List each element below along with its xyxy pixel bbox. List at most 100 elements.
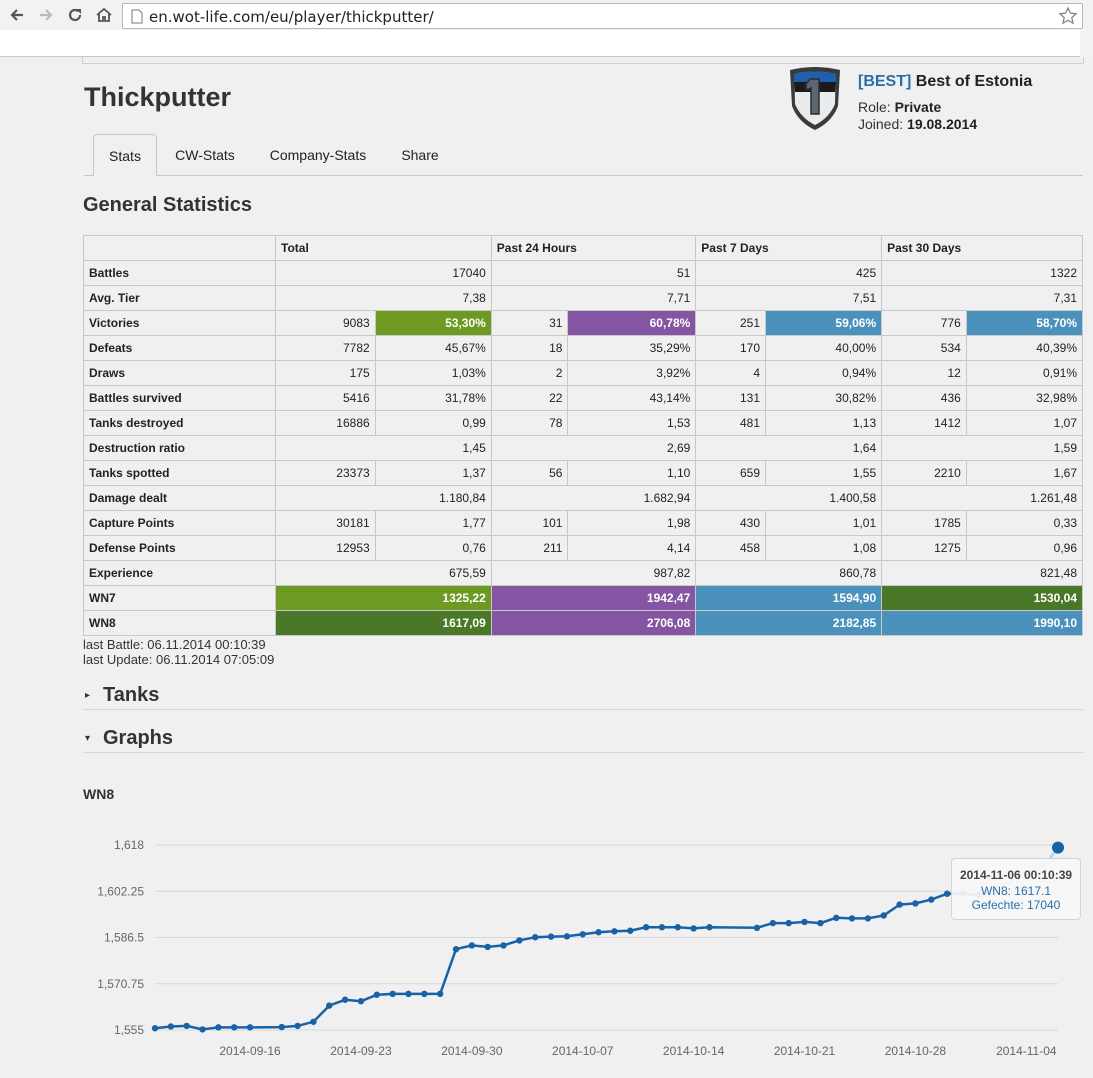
- data-point: [357, 998, 365, 1005]
- stat-count-cell: 30181: [275, 510, 376, 536]
- stat-value-cell: 1942,47: [490, 585, 697, 611]
- data-point: [785, 919, 792, 927]
- clan-role-value: Private: [894, 99, 942, 115]
- reload-icon[interactable]: [64, 4, 86, 26]
- series-line: [154, 892, 979, 1031]
- data-point: [310, 1018, 317, 1025]
- data-point: [912, 900, 919, 907]
- data-point: [928, 896, 935, 903]
- row-label: WN8: [83, 610, 276, 636]
- last-battle: last Battle: 06.11.2014 00:10:39: [83, 637, 266, 652]
- data-point: [532, 934, 539, 941]
- stat-count-cell: 776: [881, 310, 967, 336]
- data-point: [817, 919, 824, 927]
- tooltip-date: 2014-11-06 00:10:39: [959, 868, 1073, 882]
- clan-full-name[interactable]: Best of Estonia: [915, 73, 1033, 90]
- stat-count-cell: 78: [490, 410, 569, 436]
- stat-count-cell: 12: [881, 360, 967, 386]
- data-point: [341, 996, 349, 1003]
- column-header-24h: Past 24 Hours: [490, 235, 697, 261]
- stat-count-cell: 12953: [275, 535, 376, 561]
- stat-ratio-cell: 1,67: [965, 460, 1084, 486]
- data-point: [674, 924, 681, 931]
- x-tick-label: 2014-09-30: [441, 1044, 503, 1058]
- home-icon[interactable]: [93, 4, 115, 26]
- stat-value-cell: 987,82: [490, 560, 697, 586]
- data-point: [500, 942, 507, 949]
- stat-value-cell: 1617,09: [275, 610, 492, 636]
- stat-value-cell: 675,59: [275, 560, 492, 586]
- row-label: WN7: [83, 585, 276, 611]
- stat-value-cell: 1325,22: [275, 585, 492, 611]
- table-row: Defeats 7782 45,67% 18 35,29% 170 40,00% 534 40,…: [83, 335, 1084, 361]
- data-point: [706, 924, 713, 931]
- data-point: [547, 933, 555, 940]
- stat-ratio-cell: 3,92%: [567, 360, 697, 386]
- table-row: Battles survived 5416 31,78% 22 43,14% 131 30,…: [83, 385, 1084, 411]
- x-tick-label: 2014-11-04: [996, 1044, 1057, 1058]
- y-tick-label: 1,618: [114, 838, 144, 852]
- column-header-total: Total: [275, 235, 492, 261]
- table-row: Capture Points 30181 1,77 101 1,98 430 1,01 178…: [83, 510, 1084, 536]
- stat-value-cell: 425: [695, 260, 883, 286]
- table-row: WN7 1325,22 1942,47 1594,90 1530,04: [83, 585, 1083, 611]
- data-point: [389, 990, 396, 998]
- header-label-cell: [83, 235, 276, 261]
- clan-logo[interactable]: [786, 66, 844, 137]
- chart-tooltip: 2014-11-06 00:10:39 WN8: 1617.1 Gefechte…: [951, 858, 1081, 920]
- stat-ratio-cell: 1,55: [764, 460, 883, 486]
- x-tick-label: 2014-10-28: [885, 1044, 947, 1058]
- data-point: [848, 915, 856, 922]
- data-point: [151, 1025, 159, 1032]
- table-row: Damage dealt 1.180,84 1.682,94 1.400,58 1.26…: [83, 485, 1083, 511]
- data-point: [294, 1022, 301, 1030]
- back-icon[interactable]: [6, 4, 28, 26]
- stat-count-cell: 251: [695, 310, 766, 336]
- stat-count-cell: 7782: [275, 335, 376, 361]
- stat-count-cell: 1785: [881, 510, 967, 536]
- tab-cw-stats[interactable]: CW-Stats: [175, 147, 235, 163]
- y-tick-label: 1,586.5: [104, 931, 144, 945]
- table-row: WN8 1617,09 2706,08 2182,85 1990,10: [83, 610, 1083, 636]
- address-bar[interactable]: en.wot-life.com/eu/player/thickputter/: [122, 3, 1083, 29]
- scrollbar-top[interactable]: [1080, 30, 1093, 58]
- stat-count-cell: 18: [490, 335, 569, 361]
- data-point: [563, 933, 571, 940]
- data-point: [167, 1023, 175, 1030]
- stat-value-cell: 1.400,58: [695, 485, 883, 511]
- table-row: Battles 17040 51 425 1322: [83, 260, 1083, 286]
- stat-ratio-cell: 0,76: [374, 535, 492, 561]
- clan-tag[interactable]: [BEST]: [858, 73, 912, 90]
- data-point: [278, 1023, 285, 1031]
- clan-name[interactable]: [BEST] Best of Estonia: [858, 73, 1032, 91]
- wn8-line-chart[interactable]: 1,555 1,570.75 1,586.5 1,602.25 1,618 2014-09…: [0, 820, 1093, 1078]
- tab-bar: Stats CW-Stats Company-Stats Share: [84, 134, 1083, 177]
- stat-ratio-cell: 4,14: [567, 535, 697, 561]
- stat-count-cell: 131: [695, 385, 766, 411]
- stat-ratio-cell: 43,14%: [567, 385, 697, 411]
- row-label: Experience: [83, 560, 276, 586]
- y-tick-label: 1,570.75: [97, 977, 144, 991]
- stat-value-cell: 1530,04: [881, 585, 1083, 611]
- data-point: [468, 942, 476, 949]
- data-point: [516, 937, 523, 944]
- tab-company-stats[interactable]: Company-Stats: [269, 147, 367, 163]
- tab-share[interactable]: Share: [401, 147, 439, 163]
- graphs-section-toggle[interactable]: ▾ Graphs: [83, 727, 1083, 753]
- stat-count-cell: 9083: [275, 310, 376, 336]
- stat-count-cell: 175: [275, 360, 376, 386]
- stat-value-cell: 1.682,94: [490, 485, 697, 511]
- bookmark-star-icon[interactable]: [1058, 6, 1078, 31]
- forward-icon[interactable]: [35, 4, 57, 26]
- data-point: [896, 901, 903, 908]
- y-tick-label: 1,555: [114, 1023, 144, 1037]
- stat-ratio-cell: 1,77: [374, 510, 492, 536]
- table-row: Victories 9083 53,30% 31 60,78% 251 59,06% 776 5…: [83, 310, 1084, 336]
- tab-stats[interactable]: Stats: [93, 134, 157, 177]
- chart-title: WN8: [83, 786, 115, 802]
- stat-ratio-cell: 31,78%: [374, 385, 492, 411]
- tanks-section-toggle[interactable]: ▸ Tanks: [83, 684, 1083, 710]
- data-point: [326, 1002, 333, 1009]
- stat-value-cell: 2,69: [490, 435, 697, 461]
- data-point: [943, 890, 951, 897]
